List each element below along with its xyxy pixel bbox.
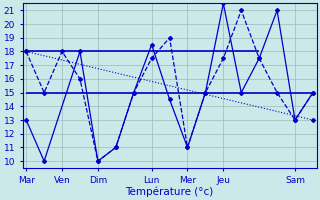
X-axis label: Température (°c): Température (°c) xyxy=(125,186,214,197)
